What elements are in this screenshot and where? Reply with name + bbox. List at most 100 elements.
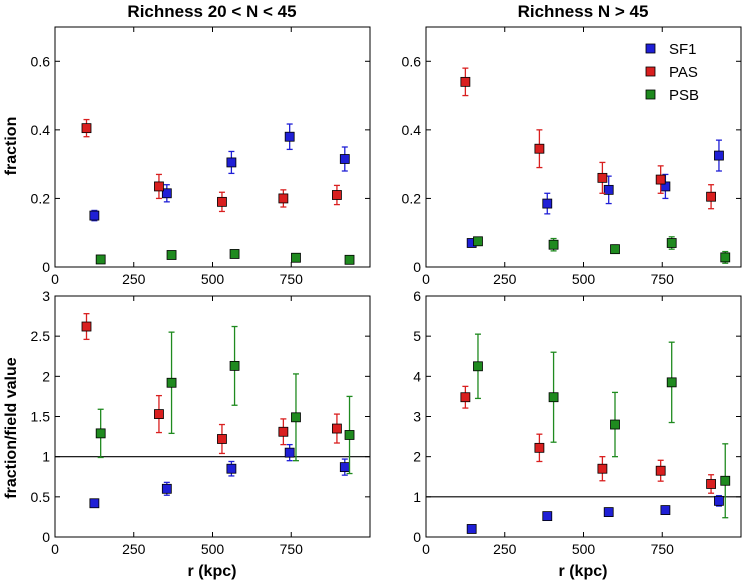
y-tick-label: 0 [42, 259, 50, 275]
y-tick-label: 1 [42, 449, 50, 465]
y-tick-label: 0 [413, 529, 421, 545]
data-point [291, 412, 301, 423]
series-sf1 [466, 494, 724, 534]
panel-1-title: Richness 20 < N < 45 [127, 2, 296, 21]
data-point [597, 463, 608, 474]
x-tick-label: 0 [422, 541, 430, 557]
y-tick-label: 0.4 [31, 122, 51, 138]
data-point [655, 174, 666, 185]
data-point [154, 409, 164, 419]
panel-4-xlabel: r (kpc) [559, 563, 608, 580]
data-point [161, 483, 172, 494]
y-tick-label: 2.5 [31, 328, 51, 344]
series-psb [473, 236, 731, 264]
data-point [217, 434, 227, 444]
data-point [666, 238, 677, 248]
data-point [660, 505, 671, 515]
x-tick-label: 500 [201, 271, 225, 287]
data-point [166, 377, 177, 388]
x-tick-label: 750 [280, 271, 304, 287]
data-point [89, 210, 100, 221]
x-tick-label: 250 [493, 541, 517, 557]
data-point [344, 430, 355, 440]
data-point [81, 321, 92, 332]
data-point [706, 479, 716, 489]
legend-label-psb: PSB [669, 87, 699, 104]
y-tick-label: 2 [42, 368, 50, 384]
data-point [603, 184, 614, 195]
y-tick-label: 0 [42, 529, 50, 545]
x-tick-label: 250 [122, 541, 146, 557]
legend-marker-psb [645, 89, 656, 100]
y-tick-label: 1 [413, 489, 421, 505]
panel-2-frame [425, 26, 742, 268]
data-point [473, 361, 483, 372]
panel-2-title: Richness N > 45 [518, 2, 649, 21]
data-point [89, 498, 100, 509]
y-tick-label: 3 [413, 409, 421, 425]
panel-1-frame [54, 26, 371, 268]
y-tick-label: 0.4 [402, 122, 422, 138]
data-point [226, 463, 237, 474]
data-point [339, 154, 350, 164]
data-point [542, 511, 553, 522]
data-point [534, 442, 545, 453]
x-tick-label: 0 [51, 271, 59, 287]
y-tick-label: 5 [413, 328, 421, 344]
series-psb [473, 333, 731, 519]
data-point [344, 254, 355, 265]
data-point [534, 143, 545, 154]
data-point [706, 191, 716, 202]
data-point [548, 239, 559, 250]
data-point [95, 254, 106, 265]
y-tick-label: 4 [413, 368, 421, 384]
y-tick-label: 0.6 [402, 53, 422, 69]
data-point [339, 462, 350, 473]
data-point [278, 193, 289, 204]
data-point [291, 252, 301, 263]
x-tick-label: 250 [493, 271, 517, 287]
legend-label-sf1: SF1 [669, 41, 697, 58]
x-tick-label: 0 [51, 541, 59, 557]
legend-label-pas: PAS [669, 64, 698, 81]
x-tick-label: 0 [422, 271, 430, 287]
data-point [666, 377, 677, 388]
y-tick-label: 6 [413, 288, 421, 304]
data-point [166, 250, 177, 260]
x-tick-label: 750 [651, 271, 675, 287]
panel-2: 0 250 500 750 0 0.2 0.4 0.6 SF1 PAS PSB [402, 26, 742, 287]
legend: SF1 PAS PSB [645, 41, 699, 104]
panel-1-ylabel: fraction [3, 117, 20, 176]
y-tick-label: 0.2 [31, 190, 51, 206]
data-point [655, 465, 666, 476]
data-point [473, 236, 483, 247]
x-tick-label: 750 [280, 541, 304, 557]
panel-1: 0 250 500 750 0 0.2 0.4 0.6 [31, 26, 371, 287]
data-point [217, 196, 227, 207]
data-point [284, 131, 295, 142]
data-point [460, 392, 471, 403]
series-sf1 [466, 139, 724, 248]
data-point [229, 249, 240, 259]
x-tick-label: 750 [651, 541, 675, 557]
series-pas [460, 385, 716, 494]
data-point [154, 181, 164, 192]
data-point [161, 188, 172, 199]
x-tick-label: 500 [572, 541, 596, 557]
data-point [610, 419, 620, 430]
y-tick-label: 0.2 [402, 190, 422, 206]
series-pas [81, 118, 342, 213]
x-tick-label: 500 [201, 541, 225, 557]
data-point [95, 428, 106, 439]
data-point [284, 447, 295, 458]
y-tick-label: 2 [413, 449, 421, 465]
data-point [542, 198, 553, 209]
data-point [460, 76, 471, 87]
series-psb [95, 249, 355, 265]
data-point [720, 475, 731, 486]
series-sf1 [89, 123, 350, 222]
series-pas [460, 67, 716, 210]
panel-4: 0 250 500 750 0 1 2 3 4 5 6 [413, 288, 742, 557]
panel-3-frame [54, 295, 371, 538]
